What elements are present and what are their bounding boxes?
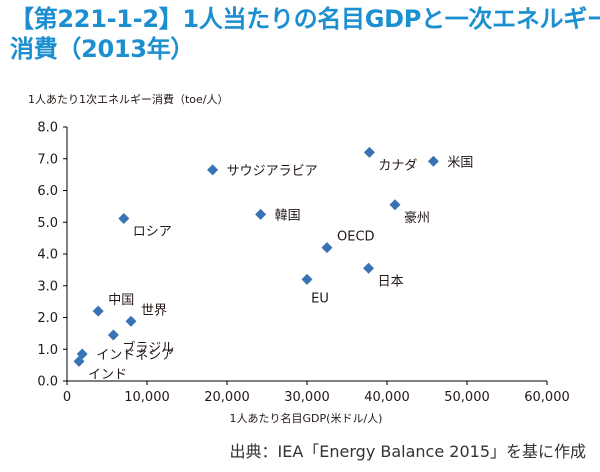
data-point-marker (255, 208, 267, 220)
x-tick-label: 20,000 (204, 390, 250, 405)
data-point-marker (207, 164, 219, 176)
y-tick-label: 7.0 (37, 152, 58, 167)
data-point-label: 豪州 (404, 210, 430, 226)
y-tick-label: 2.0 (37, 311, 58, 326)
data-point-marker (107, 329, 119, 341)
data-point-label: カナダ (378, 158, 417, 173)
data-point-label: 日本 (378, 274, 404, 289)
data-point-marker (92, 305, 104, 317)
data-point-marker (363, 262, 375, 274)
data-point-label: 世界 (141, 303, 167, 318)
y-tick-label: 4.0 (37, 248, 58, 263)
x-axis-label: 1人あたり名目GDP(米ドル/人) (230, 411, 383, 425)
y-tick-label: 5.0 (37, 216, 58, 231)
chart-title: 【第221-1-2】1人当たりの名目GDPと一次エネルギー 消費（2013年） (10, 4, 600, 64)
x-tick-label: 60,000 (524, 390, 570, 405)
data-point-marker (301, 273, 313, 285)
data-point-label: OECD (337, 230, 375, 245)
x-tick-label: 10,000 (124, 390, 170, 405)
title-line-1: 【第221-1-2】1人当たりの名目GDPと一次エネルギー (10, 5, 600, 33)
data-point-label: ロシア (133, 224, 172, 239)
y-tick-label: 1.0 (37, 343, 58, 358)
data-point-label: 中国 (108, 293, 134, 308)
data-point-marker (118, 212, 130, 224)
data-point-label: 韓国 (275, 208, 301, 223)
data-point-marker (125, 315, 137, 327)
title-line-2: 消費（2013年） (10, 35, 195, 63)
data-point-label: 米国 (447, 155, 473, 170)
data-point-marker (363, 146, 375, 158)
y-tick-label: 8.0 (37, 121, 58, 136)
y-tick-label: 0.0 (37, 375, 58, 390)
data-point-marker (389, 199, 401, 211)
x-tick-label: 50,000 (444, 390, 490, 405)
data-point-marker (427, 155, 439, 167)
data-point-label: ブラジル (122, 340, 174, 356)
y-tick-label: 3.0 (37, 279, 58, 294)
x-tick-label: 40,000 (364, 390, 410, 405)
data-point-marker (321, 242, 333, 254)
x-tick-label: 30,000 (284, 390, 330, 405)
data-point-label: インド (88, 367, 127, 382)
data-point-marker (73, 355, 85, 367)
x-tick-label: 0 (63, 390, 71, 405)
data-point-label: インドネシア (96, 348, 174, 363)
y-tick-label: 6.0 (37, 184, 58, 199)
data-point-label: EU (311, 291, 329, 306)
y-axis-label: 1人あたり1次エネルギー消費（toe/人） (28, 92, 229, 106)
data-point-label: サウジアラビア (227, 164, 318, 179)
source-note: 出典：IEA「Energy Balance 2015」を基に作成 (229, 442, 587, 461)
